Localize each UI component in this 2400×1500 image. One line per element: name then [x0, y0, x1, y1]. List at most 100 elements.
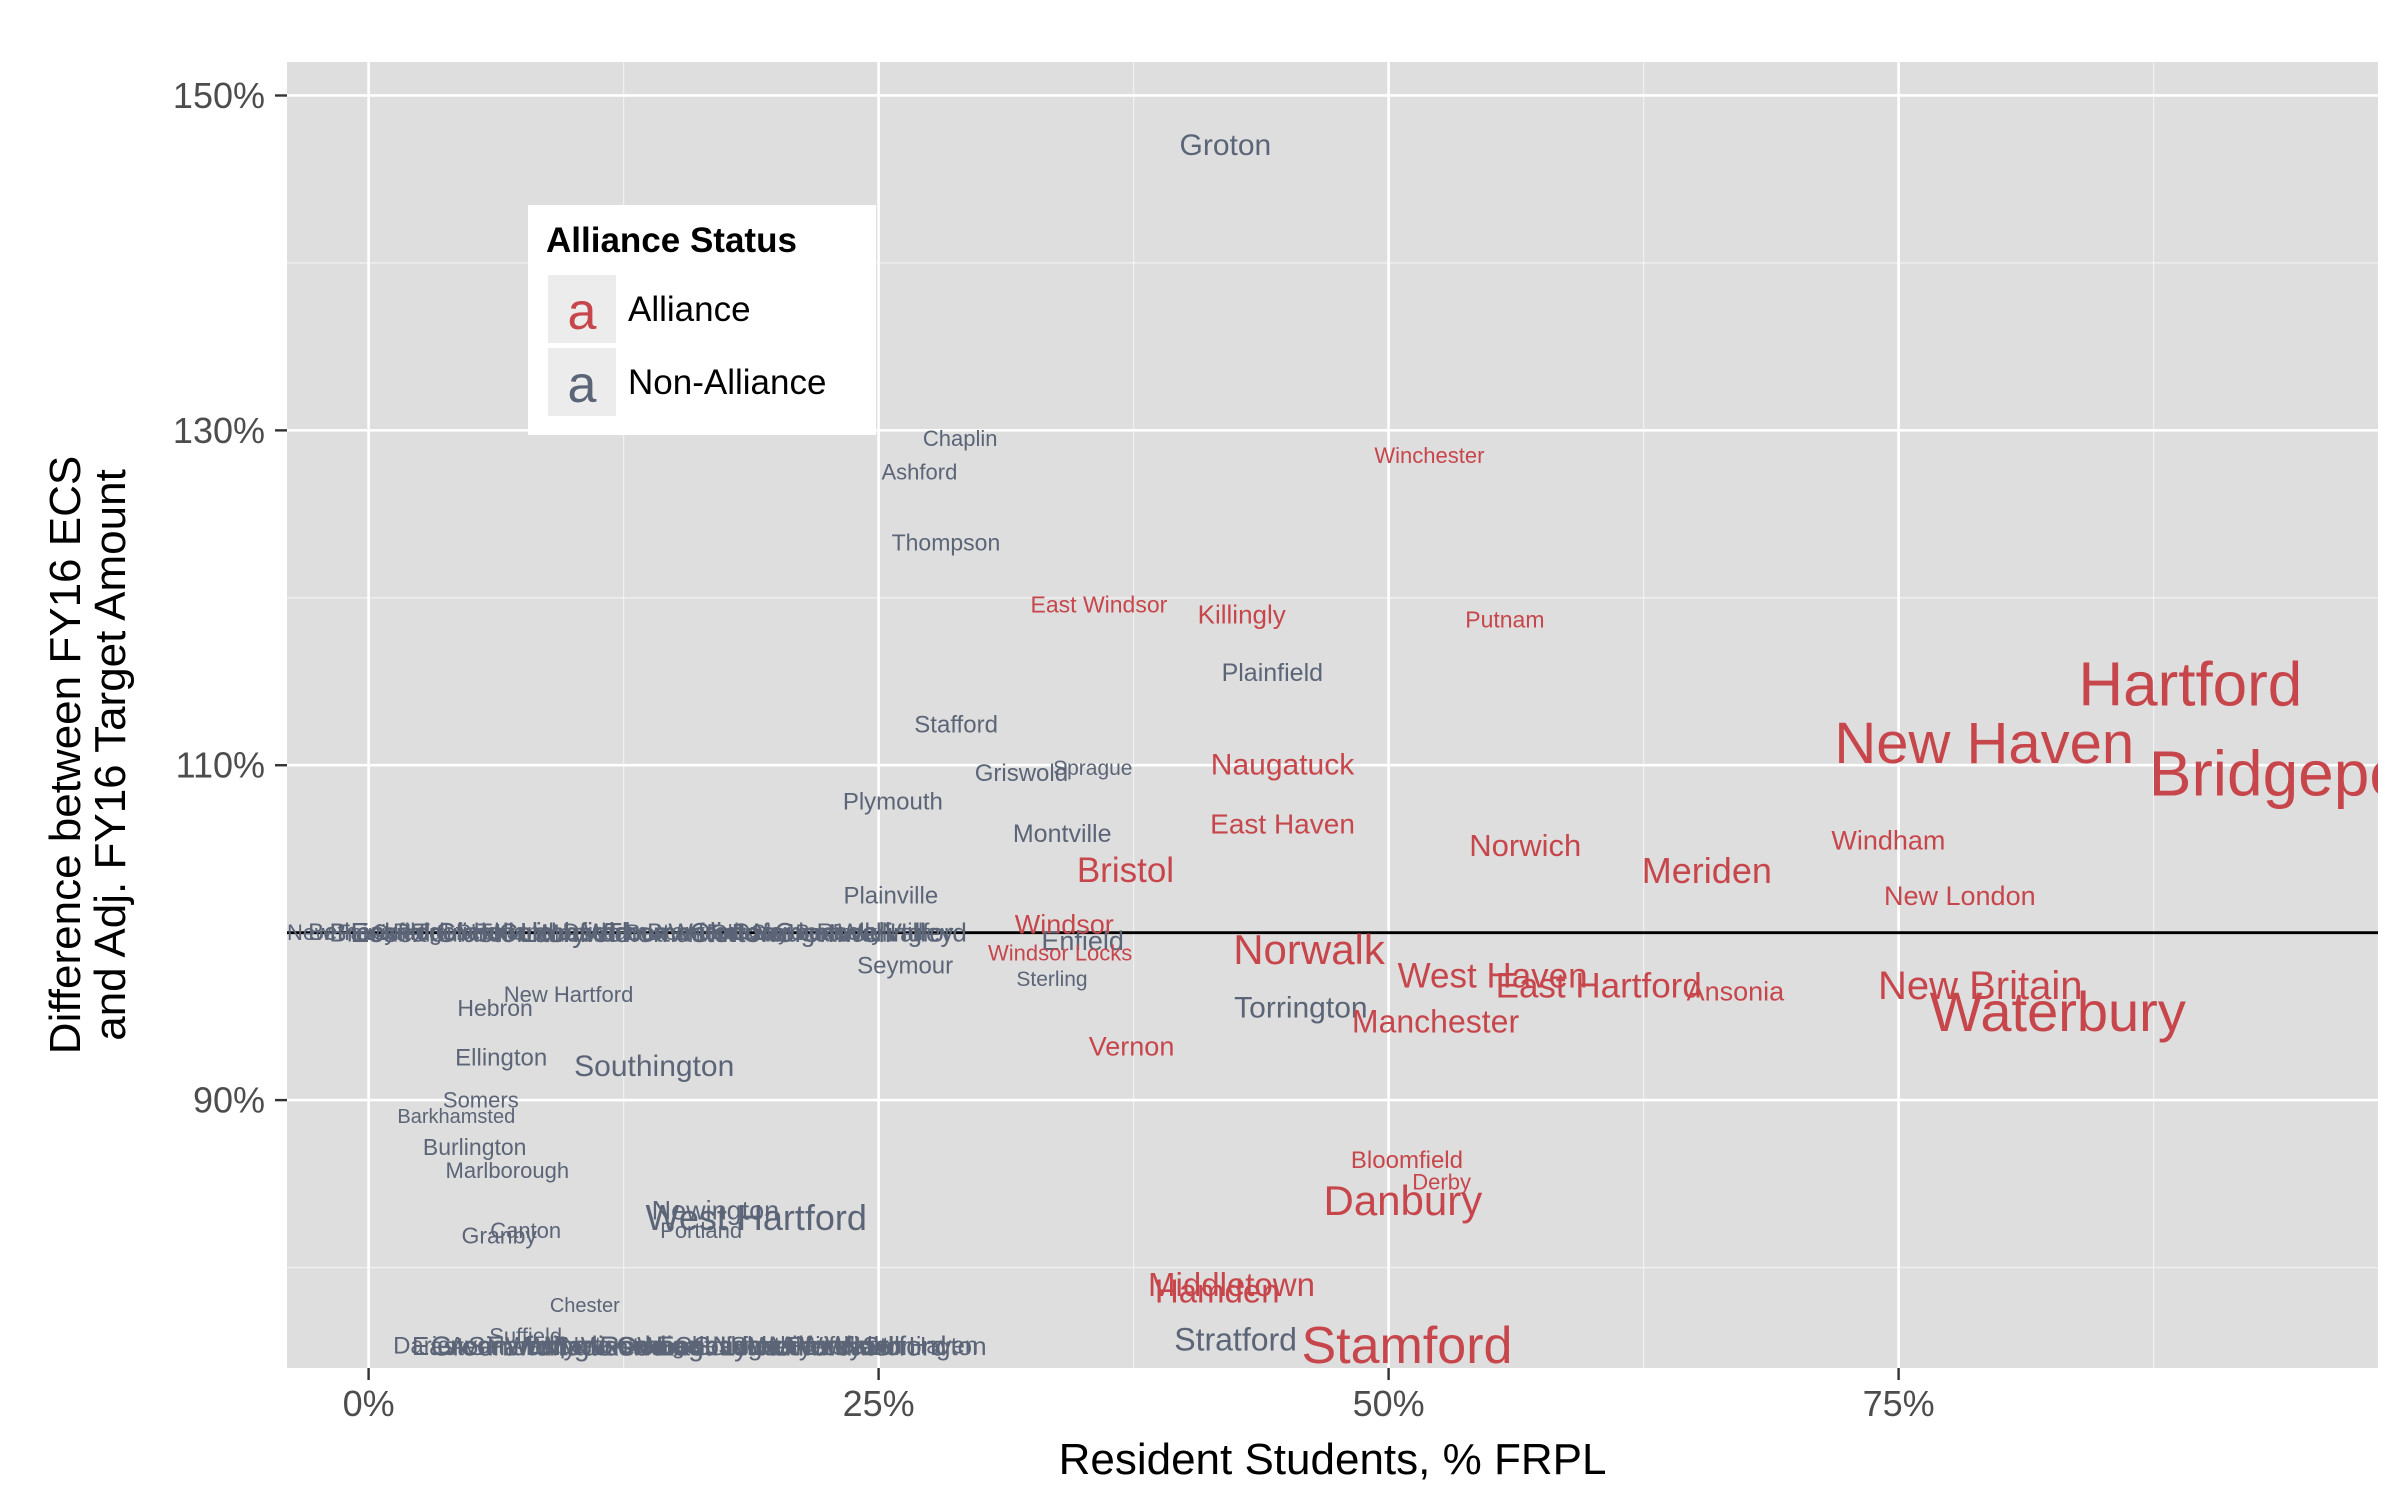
town-label: Hartford [2078, 650, 2302, 719]
town-label: Southbury [693, 1331, 812, 1361]
town-label: Wolcott [584, 918, 671, 948]
town-label: New London [1884, 881, 2036, 911]
y-tick-label: 90% [193, 1080, 265, 1121]
town-label: Granby [461, 1223, 537, 1249]
town-label: Southington [574, 1050, 734, 1083]
town-label: Berlin [795, 920, 851, 945]
town-label: Weston [581, 1331, 669, 1361]
town-label: Easton [412, 1331, 493, 1361]
town-label: Madison [543, 1331, 649, 1362]
town-label: Newtown [712, 1331, 827, 1362]
town-label: Meriden [1642, 850, 1772, 891]
town-label: Old Saybrook [711, 920, 845, 945]
legend-key-non-alliance [548, 348, 616, 416]
legend-label-alliance: Alliance [628, 290, 751, 329]
town-label: Windsor Locks [988, 940, 1132, 965]
town-label: Branford [647, 919, 739, 946]
town-label: Stafford [914, 712, 998, 739]
town-label: Fairfield [787, 1333, 872, 1360]
town-label: Plainville [843, 882, 938, 909]
town-label: Clinton [690, 917, 777, 948]
town-label: Tolland [478, 919, 554, 946]
town-label: North Haven [844, 1333, 979, 1360]
town-label: Derby [1412, 1170, 1471, 1195]
y-tick-label: 130% [173, 410, 265, 451]
town-label: Cheshire [675, 1333, 771, 1360]
legend-title: Alliance Status [546, 221, 797, 260]
town-label: Darien [393, 1333, 464, 1360]
town-label: Guilford [372, 920, 449, 945]
town-label: Newington [652, 1196, 780, 1226]
town-label: Ledyard [806, 1331, 900, 1361]
town-label: Farmington [487, 1331, 629, 1362]
town-label: Windham [1831, 826, 1945, 856]
town-label: Chaplin [923, 426, 998, 451]
town-label: Essex [351, 917, 427, 948]
town-label: Sterling [1016, 968, 1087, 991]
y-axis-title-line-2: and Adj. FY16 Target Amount [86, 469, 135, 1041]
town-label: East Windsor [1031, 591, 1168, 617]
x-tick-label: 50% [1353, 1383, 1425, 1424]
x-axis-title: Resident Students, % FRPL [1059, 1435, 1607, 1484]
town-label: Wallingford [838, 918, 967, 948]
town-label: Thompson [892, 530, 1001, 556]
town-label: Stamford [1301, 1317, 1512, 1375]
town-label: Avon [449, 1333, 503, 1360]
town-label: Waterbury [1930, 980, 2186, 1043]
town-label: Seymour [857, 953, 953, 980]
town-label: Rocky Hill [817, 919, 924, 946]
town-label: Plainfield [1222, 659, 1323, 687]
town-label: Glastonbury [435, 917, 586, 948]
legend-glyph-non-alliance: a [568, 356, 597, 414]
town-label: Naugatuck [1211, 749, 1355, 782]
y-axis-title: Difference between FY16 ECS and Adj. FY1… [41, 456, 135, 1054]
town-label: Portland [660, 1218, 742, 1243]
town-label: Shelton [456, 920, 531, 945]
town-label: Ansonia [1687, 976, 1786, 1006]
town-label: Somers [443, 1088, 519, 1113]
x-tick-label: 75% [1863, 1383, 1935, 1424]
town-label: New Hartford [504, 982, 634, 1007]
town-label: Norwalk [1233, 926, 1386, 973]
town-label: Bristol [1077, 851, 1174, 890]
town-label: Windsor [1015, 909, 1114, 939]
town-label: West Haven [1398, 957, 1588, 996]
town-label: Killingly [1198, 600, 1286, 630]
town-label: Canton [490, 1218, 561, 1243]
town-label: Bethany [308, 919, 396, 946]
town-label: Litchfield [520, 917, 631, 948]
legend-entry-non-alliance: a Non-Alliance [548, 348, 826, 416]
town-label: Stratford [1174, 1322, 1297, 1358]
y-axis-title-line-1: Difference between FY16 ECS [41, 456, 90, 1054]
town-label: Suffield [489, 1324, 562, 1349]
town-label: Bloomfield [1351, 1147, 1463, 1174]
town-label: Ridgefield [393, 919, 500, 946]
town-label: Torrington [1234, 992, 1367, 1025]
town-label: Montville [1013, 820, 1112, 848]
town-label: Durham [562, 919, 647, 946]
town-label: Sprague [1053, 757, 1132, 780]
town-label: East Hartford [1496, 967, 1702, 1006]
town-label: East Haven [1210, 808, 1355, 839]
town-label: Colchester [499, 918, 624, 948]
town-label: Milford [768, 1331, 852, 1362]
town-label: Greenwich [431, 1331, 565, 1362]
town-label: West Hartford [645, 1197, 866, 1238]
town-label: Putnam [1465, 607, 1544, 633]
town-label: Waterford [825, 1331, 947, 1362]
town-label: Vernon [1089, 1032, 1175, 1062]
y-tick-label: 150% [173, 75, 265, 116]
town-label: South Windsor [731, 1333, 888, 1360]
town-label: Simsbury [468, 1331, 576, 1361]
town-label: Hamden [1155, 1272, 1280, 1309]
town-label: Stonington [862, 1331, 986, 1361]
town-label: Norwich [1469, 828, 1581, 863]
town-label: Redding [600, 1331, 704, 1362]
town-label: Hebron [457, 995, 532, 1021]
town-label: Woodbridge [637, 1331, 777, 1361]
town-label: Chester [550, 1295, 620, 1317]
town-label: Plymouth [843, 789, 943, 816]
town-label: Barkhamsted [397, 1106, 515, 1128]
town-label: East Lyme [656, 1331, 787, 1362]
